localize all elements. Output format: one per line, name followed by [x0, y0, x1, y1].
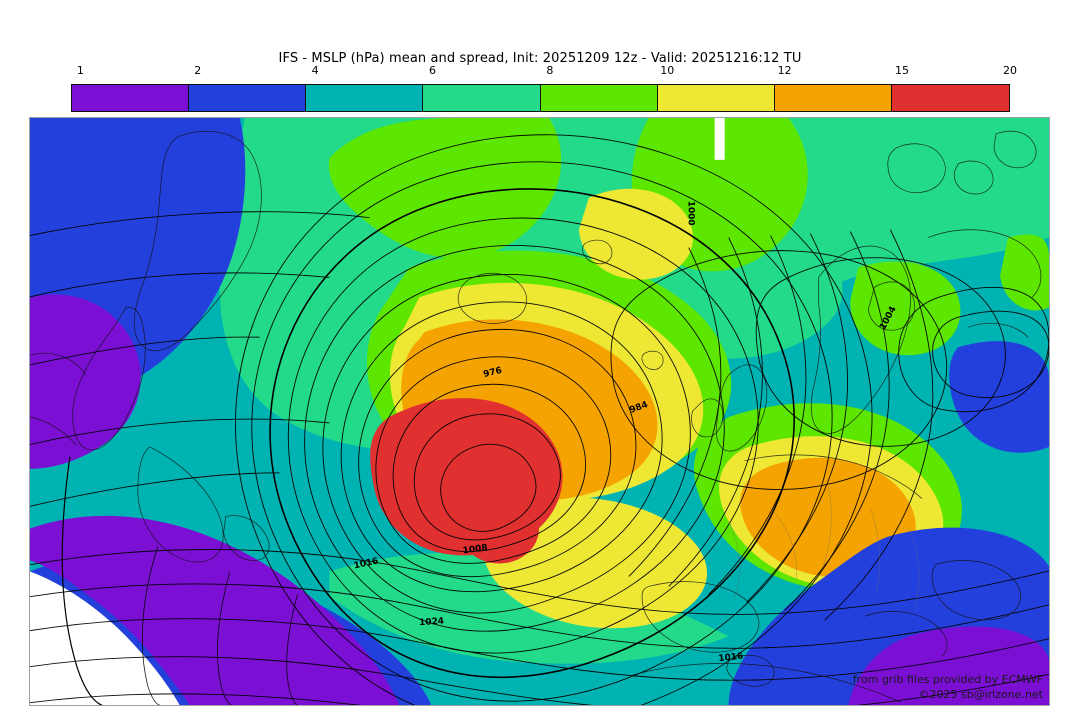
contour-label-1000: 1000 [686, 201, 696, 226]
mslp-isobar-contours [30, 134, 1049, 705]
contour-label-976: 976 [482, 366, 503, 380]
colorbar-strip [71, 84, 1010, 112]
colorbar-segment [657, 85, 775, 111]
colorbar-tick: 1 [76, 64, 84, 77]
map-frame[interactable]: 976 984 1000 1008 1016 1024 1016 1004 fr… [29, 117, 1050, 706]
colorbar-tick: 8 [546, 64, 554, 77]
coastline-layer [30, 130, 1042, 703]
colorbar-tick: 10 [660, 64, 675, 77]
page-title: IFS - MSLP (hPa) mean and spread, Init: … [278, 51, 802, 66]
colorbar: 1 2 4 6 8 10 12 15 20 [71, 64, 1017, 112]
colorbar-tick: 15 [895, 64, 909, 77]
spread-shading-layer [30, 118, 1049, 705]
contour-label-1016b: 1016 [718, 652, 744, 665]
colorbar-tick: 20 [1003, 64, 1017, 77]
colorbar-segment [306, 85, 424, 111]
colorbar-tick: 6 [429, 64, 436, 77]
contour-label-1024: 1024 [419, 617, 445, 629]
colorbar-tick: 2 [194, 64, 202, 77]
colorbar-segment [189, 85, 307, 111]
map-canvas[interactable]: 976 984 1000 1008 1016 1024 1016 1004 [30, 118, 1049, 705]
colorbar-segment [72, 85, 190, 111]
colorbar-segment [891, 85, 1009, 111]
colorbar-tick-labels: 1 2 4 6 8 10 12 15 20 [71, 64, 1017, 80]
colorbar-segment [540, 85, 658, 111]
mslp-spread-map: 976 984 1000 1008 1016 1024 1016 1004 [30, 118, 1049, 705]
colorbar-segment [423, 85, 541, 111]
colorbar-tick: 4 [311, 64, 319, 77]
colorbar-tick: 12 [777, 64, 792, 77]
contour-label-1008: 1008 [462, 543, 488, 556]
colorbar-segment [774, 85, 892, 111]
